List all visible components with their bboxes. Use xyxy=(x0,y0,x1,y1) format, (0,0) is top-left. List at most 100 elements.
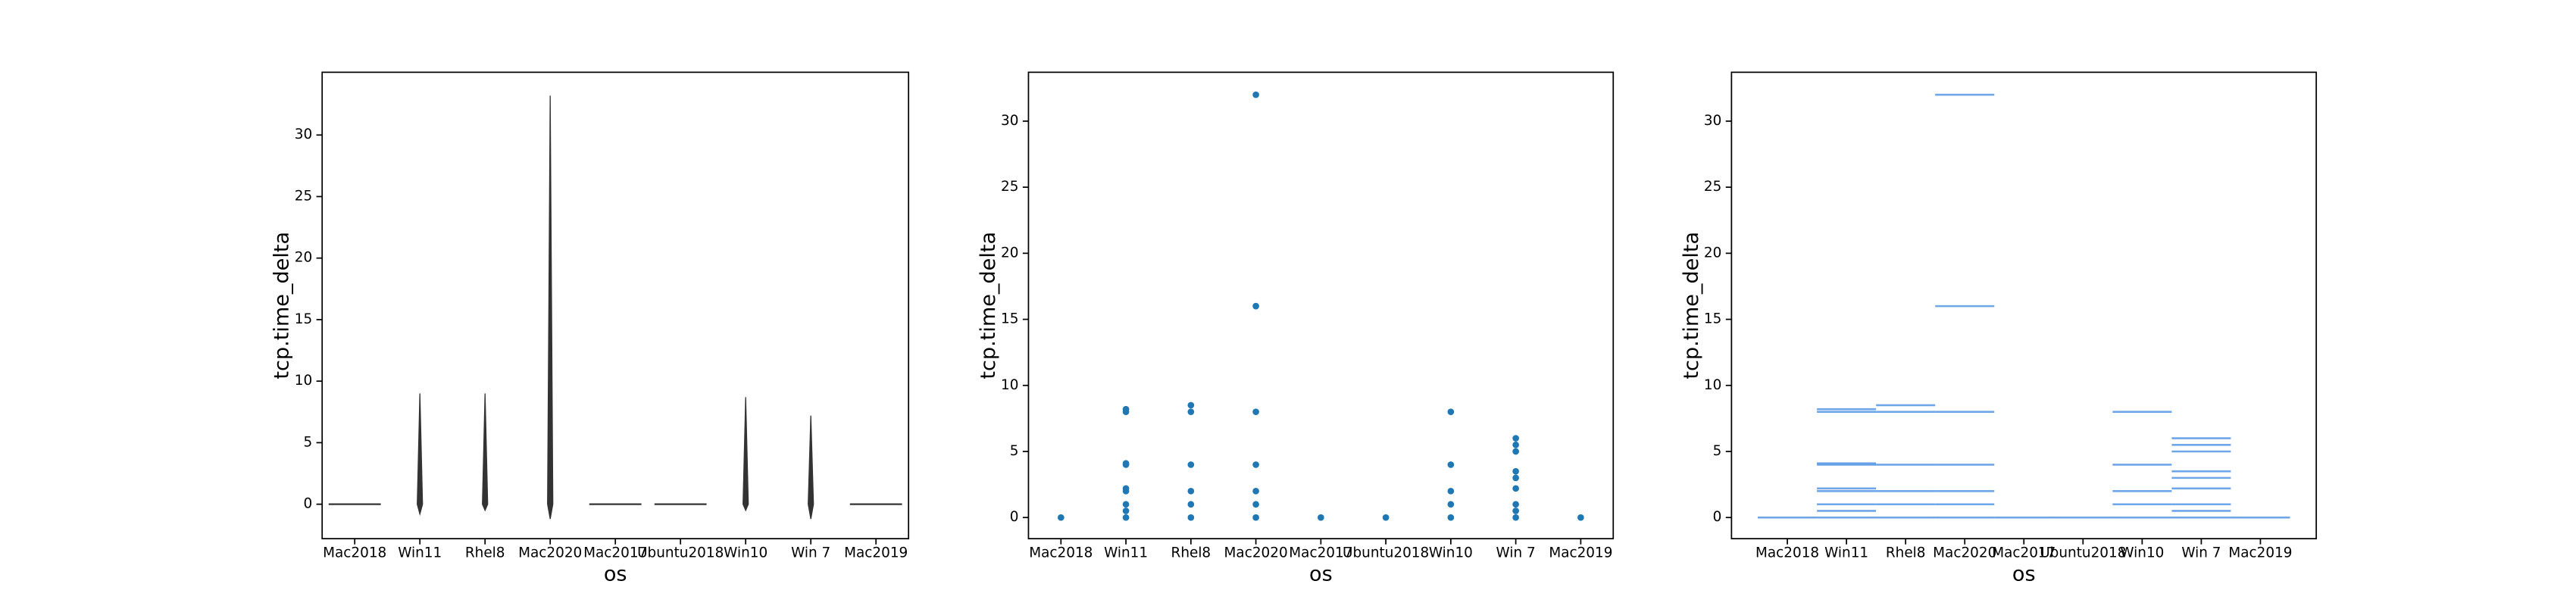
y-tick-label: 20 xyxy=(1001,245,1018,261)
point xyxy=(1447,487,1455,495)
point xyxy=(1187,514,1195,521)
y-tick-label: 10 xyxy=(295,373,312,389)
x-tick-label: Ubuntu2018 xyxy=(637,545,724,561)
x-tick-label: Mac2020 xyxy=(1933,545,1996,561)
x-axis-label: os xyxy=(2012,562,2036,586)
point xyxy=(1122,514,1130,521)
point xyxy=(1577,514,1584,521)
point xyxy=(1512,448,1519,455)
x-tick-label: Mac2018 xyxy=(323,545,386,561)
x-tick-label: Win10 xyxy=(1429,545,1473,561)
x-tick-label: Mac2017 xyxy=(583,545,647,561)
point xyxy=(1512,474,1519,482)
x-tick-label: Rhel8 xyxy=(1886,545,1926,561)
x-tick-label: Ubuntu2018 xyxy=(2040,545,2126,561)
y-tick-label: 20 xyxy=(295,250,312,266)
x-tick-label: Win10 xyxy=(2120,545,2164,561)
y-tick-label: 5 xyxy=(303,434,312,450)
point xyxy=(1187,401,1195,409)
y-tick-label: 25 xyxy=(1001,179,1018,195)
point xyxy=(1382,514,1390,521)
point xyxy=(1252,302,1259,310)
point xyxy=(1447,408,1455,415)
x-tick-label: Mac2017 xyxy=(1992,545,2055,561)
y-tick-label: 30 xyxy=(295,127,312,142)
y-axis-label: tcp.time_delta xyxy=(977,232,1000,380)
point xyxy=(1187,408,1195,415)
violin xyxy=(547,95,554,520)
x-axis-label: os xyxy=(604,562,627,586)
point xyxy=(1252,408,1259,415)
point xyxy=(1512,467,1519,475)
x-tick-label: Win 7 xyxy=(2181,545,2221,561)
x-tick-label: Ubuntu2018 xyxy=(1343,545,1429,561)
point xyxy=(1447,501,1455,508)
point xyxy=(1122,485,1130,492)
y-tick-label: 30 xyxy=(1001,113,1018,129)
point xyxy=(1187,487,1195,495)
y-tick-label: 25 xyxy=(1704,179,1721,195)
x-tick-label: Mac2018 xyxy=(1755,545,1819,561)
violin xyxy=(742,397,749,512)
x-tick-label: Win11 xyxy=(1104,545,1148,561)
point xyxy=(1252,514,1259,521)
point xyxy=(1512,435,1519,442)
x-tick-label: Mac2017 xyxy=(1289,545,1352,561)
y-axis-label: tcp.time_delta xyxy=(1680,232,1703,380)
x-tick-label: Win10 xyxy=(724,545,767,561)
point xyxy=(1252,91,1259,98)
y-tick-label: 0 xyxy=(303,496,312,512)
x-tick-label: Win 7 xyxy=(791,545,830,561)
point xyxy=(1512,514,1519,521)
y-tick-label: 15 xyxy=(295,311,312,327)
x-tick-label: Mac2020 xyxy=(518,545,582,561)
x-tick-label: Mac2020 xyxy=(1224,545,1288,561)
y-tick-label: 15 xyxy=(1001,311,1018,327)
point xyxy=(1252,501,1259,508)
y-tick-label: 0 xyxy=(1010,509,1019,525)
point xyxy=(1252,487,1259,495)
y-tick-label: 25 xyxy=(295,188,312,204)
point xyxy=(1187,461,1195,468)
point xyxy=(1512,441,1519,448)
point xyxy=(1122,460,1130,467)
x-tick-label: Win11 xyxy=(398,545,442,561)
point xyxy=(1122,501,1130,508)
y-tick-label: 10 xyxy=(1704,377,1721,393)
x-axis-label: os xyxy=(1309,562,1333,586)
y-tick-label: 30 xyxy=(1704,113,1721,129)
y-tick-label: 0 xyxy=(1713,509,1722,525)
point xyxy=(1122,405,1130,413)
point xyxy=(1512,508,1519,514)
y-axis-label: tcp.time_delta xyxy=(270,232,294,380)
x-tick-label: Rhel8 xyxy=(465,545,505,561)
point xyxy=(1512,501,1519,508)
x-tick-label: Mac2019 xyxy=(844,545,908,561)
x-tick-label: Mac2018 xyxy=(1029,545,1093,561)
point xyxy=(1318,514,1324,521)
violin xyxy=(482,393,489,512)
violin xyxy=(417,393,424,517)
y-tick-label: 5 xyxy=(1713,443,1722,459)
violin xyxy=(808,415,814,520)
x-tick-label: Mac2019 xyxy=(1549,545,1612,561)
plot-frame xyxy=(1730,71,2318,539)
point xyxy=(1252,461,1259,468)
point xyxy=(1447,461,1455,468)
x-tick-label: Win11 xyxy=(1824,545,1868,561)
point xyxy=(1447,514,1455,521)
point xyxy=(1512,485,1519,492)
plot-frame xyxy=(1027,71,1615,539)
point xyxy=(1122,508,1130,514)
x-tick-label: Rhel8 xyxy=(1171,545,1211,561)
point xyxy=(1057,514,1064,521)
y-tick-label: 10 xyxy=(1001,377,1018,393)
y-tick-label: 15 xyxy=(1704,311,1721,327)
plot-frame xyxy=(321,71,910,539)
x-tick-label: Win 7 xyxy=(1496,545,1536,561)
y-tick-label: 20 xyxy=(1704,245,1721,261)
x-tick-label: Mac2019 xyxy=(2228,545,2292,561)
y-tick-label: 5 xyxy=(1010,443,1019,459)
